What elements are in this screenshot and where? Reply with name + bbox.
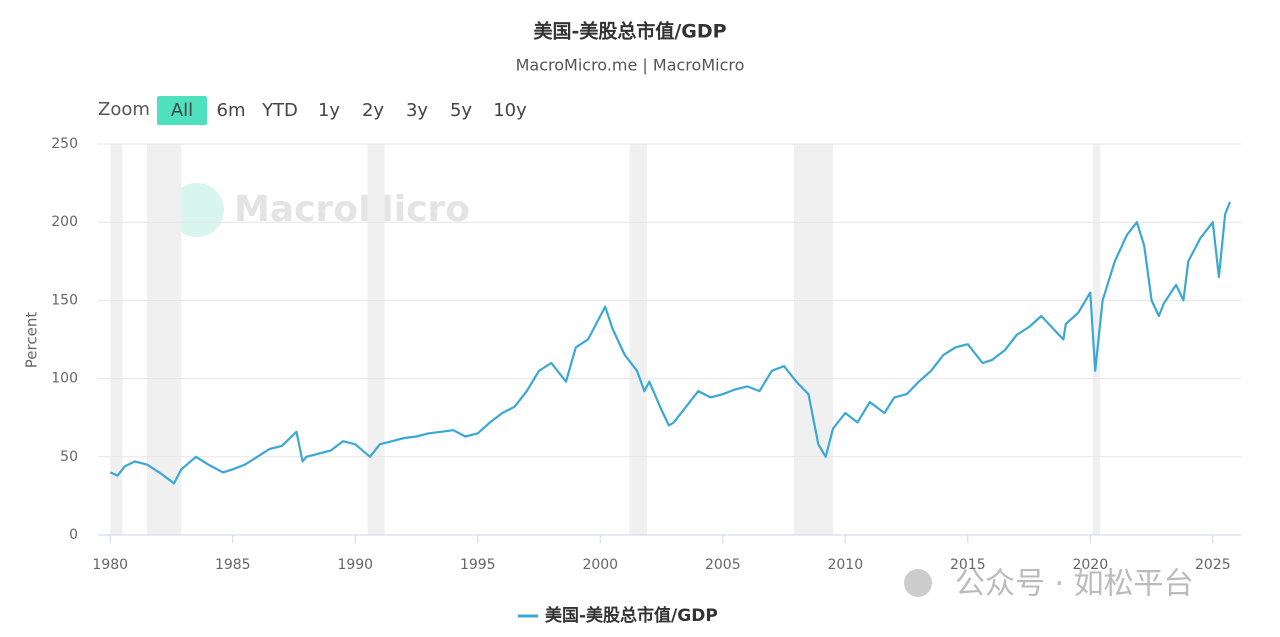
x-tick-label: 2015 bbox=[950, 557, 986, 573]
wechat-icon bbox=[904, 569, 932, 597]
recession-band bbox=[147, 144, 182, 535]
recession-band bbox=[629, 144, 647, 535]
x-tick-label: 1980 bbox=[92, 557, 128, 573]
range-button[interactable]: 6m bbox=[217, 100, 246, 121]
x-tick-label: 2000 bbox=[582, 557, 618, 573]
y-tick-label: 0 bbox=[69, 527, 78, 543]
y-tick-label: 100 bbox=[51, 371, 78, 387]
range-button-bg bbox=[157, 96, 207, 125]
x-tick-label: 2005 bbox=[705, 557, 741, 573]
chart-title: 美国-美股总市值/GDP bbox=[533, 20, 726, 43]
x-tick-label: 1985 bbox=[215, 557, 251, 573]
range-button[interactable]: 1y bbox=[318, 100, 340, 121]
footer-watermark: 公众号 · 如松平台 bbox=[955, 567, 1194, 602]
recession-band bbox=[110, 144, 123, 535]
watermark: MacroMicro bbox=[234, 189, 470, 230]
chart-subtitle: MacroMicro.me | MacroMicro bbox=[516, 56, 745, 75]
range-button[interactable]: YTD bbox=[261, 100, 298, 121]
range-button[interactable]: All bbox=[171, 100, 193, 121]
range-button[interactable]: 3y bbox=[406, 100, 428, 121]
zoom-label: Zoom bbox=[98, 99, 150, 120]
x-tick-label: 2025 bbox=[1195, 557, 1231, 573]
range-button[interactable]: 10y bbox=[493, 100, 527, 121]
y-tick-label: 200 bbox=[51, 214, 78, 230]
recession-band bbox=[793, 144, 834, 535]
recession-band bbox=[367, 144, 385, 535]
x-tick-label: 2020 bbox=[1072, 557, 1108, 573]
y-tick-label: 150 bbox=[51, 292, 78, 308]
x-tick-label: 2010 bbox=[827, 557, 863, 573]
range-button[interactable]: 5y bbox=[450, 100, 472, 121]
x-tick-label: 1990 bbox=[337, 557, 373, 573]
y-axis-label: Percent bbox=[23, 312, 41, 369]
y-tick-label: 250 bbox=[51, 136, 78, 152]
line-series bbox=[109, 201, 1232, 485]
y-tick-label: 50 bbox=[60, 449, 78, 465]
x-tick-label: 1995 bbox=[460, 557, 496, 573]
range-button[interactable]: 2y bbox=[362, 100, 384, 121]
watermark-icon bbox=[170, 183, 224, 237]
recession-band bbox=[1092, 144, 1101, 535]
legend-label[interactable]: 美国-美股总市值/GDP bbox=[545, 605, 718, 626]
